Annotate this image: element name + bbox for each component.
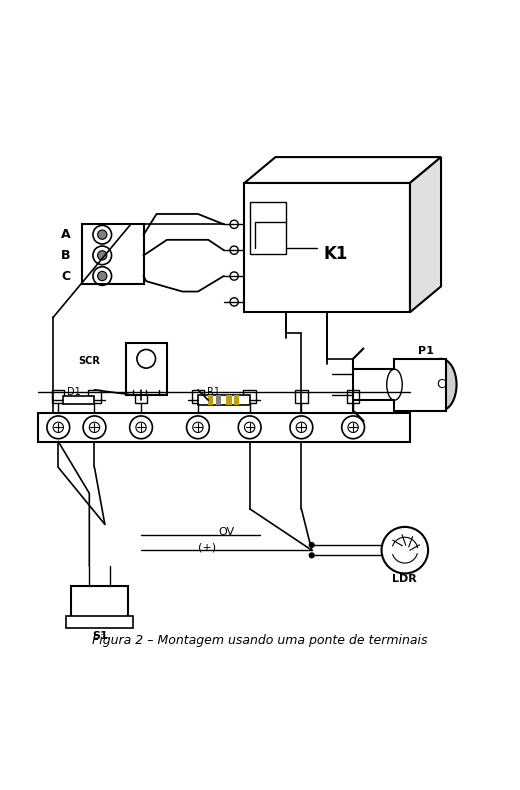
Bar <box>135 389 147 403</box>
Bar <box>234 395 239 405</box>
Text: (+): (+) <box>198 543 216 552</box>
Bar <box>52 389 64 403</box>
Bar <box>125 344 167 395</box>
Circle shape <box>187 416 210 438</box>
Bar <box>243 389 256 403</box>
Circle shape <box>137 349 155 368</box>
Bar <box>198 395 250 405</box>
Text: A: A <box>61 228 71 241</box>
Circle shape <box>308 552 315 559</box>
Text: C: C <box>61 269 71 283</box>
Polygon shape <box>410 157 441 312</box>
Text: S1: S1 <box>92 630 108 641</box>
Bar <box>82 224 144 284</box>
Text: P1: P1 <box>418 346 434 356</box>
Polygon shape <box>244 157 441 183</box>
Bar <box>209 395 213 405</box>
Bar <box>226 395 231 405</box>
Circle shape <box>98 230 107 239</box>
Text: B: B <box>61 249 71 261</box>
Text: LDR: LDR <box>393 574 417 584</box>
Bar <box>37 413 410 442</box>
Ellipse shape <box>425 359 457 411</box>
Text: Figura 2 – Montagem usando uma ponte de terminais: Figura 2 – Montagem usando uma ponte de … <box>92 634 428 647</box>
Circle shape <box>238 416 261 438</box>
Circle shape <box>98 272 107 280</box>
Bar <box>295 389 308 403</box>
Bar <box>347 389 359 403</box>
Bar <box>88 389 101 403</box>
Bar <box>71 586 128 618</box>
Bar <box>66 616 133 628</box>
Circle shape <box>47 416 70 438</box>
Text: OV: OV <box>218 527 235 537</box>
Circle shape <box>129 416 152 438</box>
Ellipse shape <box>387 369 402 401</box>
Circle shape <box>382 527 428 574</box>
Bar <box>192 389 204 403</box>
Circle shape <box>290 416 313 438</box>
Circle shape <box>308 542 315 548</box>
Bar <box>244 183 410 312</box>
Text: C: C <box>437 378 446 391</box>
Circle shape <box>83 416 106 438</box>
Circle shape <box>98 250 107 260</box>
Bar <box>216 395 221 405</box>
Circle shape <box>342 416 365 438</box>
Text: K1: K1 <box>323 245 348 263</box>
Text: SCR: SCR <box>79 356 100 367</box>
Bar <box>250 202 286 254</box>
Bar <box>63 396 95 404</box>
Text: D1: D1 <box>67 387 81 397</box>
Text: R1: R1 <box>207 387 220 397</box>
Bar <box>395 359 446 411</box>
